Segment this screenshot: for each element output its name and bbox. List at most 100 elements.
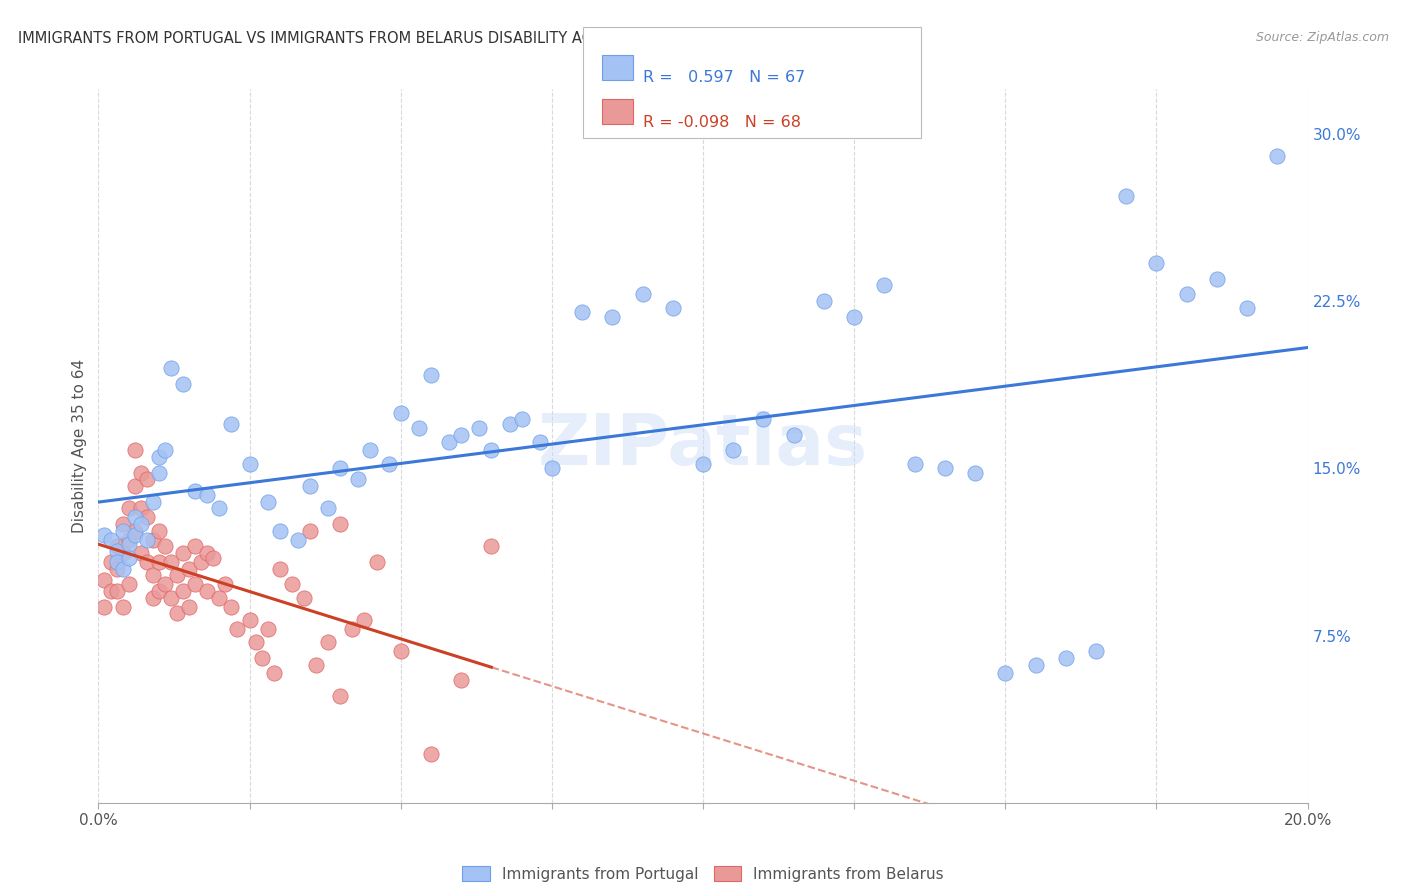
- Point: [179, 599, 201, 614]
- Point: [184, 539, 207, 553]
- Point: [129, 466, 152, 480]
- Text: ZIPatlas: ZIPatlas: [538, 411, 868, 481]
- Point: [571, 305, 593, 319]
- Point: [179, 562, 201, 576]
- Point: [153, 443, 176, 458]
- Point: [166, 568, 188, 582]
- Point: [148, 555, 170, 569]
- Point: [93, 528, 115, 542]
- Point: [934, 461, 956, 475]
- Point: [873, 278, 896, 293]
- Point: [498, 417, 520, 431]
- Point: [105, 583, 128, 598]
- Point: [129, 501, 152, 516]
- Point: [245, 635, 267, 649]
- Point: [124, 510, 146, 524]
- Point: [256, 622, 278, 636]
- Point: [437, 434, 460, 449]
- Point: [540, 461, 562, 475]
- Text: IMMIGRANTS FROM PORTUGAL VS IMMIGRANTS FROM BELARUS DISABILITY AGE 35 TO 64 CORR: IMMIGRANTS FROM PORTUGAL VS IMMIGRANTS F…: [18, 31, 837, 46]
- Point: [208, 591, 231, 605]
- Point: [100, 583, 122, 598]
- Point: [481, 443, 503, 458]
- Point: [1236, 301, 1258, 315]
- Point: [1267, 149, 1289, 163]
- Point: [105, 555, 128, 569]
- Point: [723, 443, 745, 458]
- Point: [142, 533, 165, 547]
- Point: [226, 622, 249, 636]
- Point: [329, 689, 352, 703]
- Point: [148, 524, 170, 538]
- Point: [135, 555, 157, 569]
- Point: [124, 443, 146, 458]
- Point: [93, 599, 115, 614]
- Point: [166, 607, 188, 621]
- Point: [329, 461, 352, 475]
- Point: [142, 494, 165, 508]
- Point: [184, 483, 207, 498]
- Point: [360, 443, 382, 458]
- Point: [1144, 256, 1167, 270]
- Point: [329, 516, 352, 531]
- Point: [468, 421, 491, 435]
- Y-axis label: Disability Age 35 to 64: Disability Age 35 to 64: [72, 359, 87, 533]
- Point: [510, 412, 533, 426]
- Point: [1054, 651, 1077, 665]
- Point: [481, 539, 503, 553]
- Point: [661, 301, 683, 315]
- Point: [111, 524, 134, 538]
- Point: [93, 573, 115, 587]
- Point: [1115, 189, 1137, 203]
- Text: R =   0.597   N = 67: R = 0.597 N = 67: [643, 70, 804, 86]
- Point: [692, 457, 714, 471]
- Point: [111, 562, 134, 576]
- Point: [129, 516, 152, 531]
- Point: [377, 457, 399, 471]
- Point: [195, 583, 218, 598]
- Point: [602, 310, 624, 324]
- Point: [316, 635, 339, 649]
- Point: [100, 533, 122, 547]
- Point: [202, 550, 225, 565]
- Point: [813, 293, 835, 308]
- Point: [1024, 657, 1046, 672]
- Point: [994, 666, 1017, 681]
- Point: [100, 555, 122, 569]
- Point: [111, 516, 134, 531]
- Point: [389, 405, 412, 419]
- Point: [124, 528, 146, 542]
- Point: [172, 376, 194, 391]
- Point: [153, 577, 176, 591]
- Point: [299, 524, 322, 538]
- Point: [287, 533, 309, 547]
- Point: [221, 417, 243, 431]
- Point: [263, 666, 285, 681]
- Point: [353, 613, 375, 627]
- Legend: Immigrants from Portugal, Immigrants from Belarus: Immigrants from Portugal, Immigrants fro…: [456, 860, 950, 888]
- Point: [347, 473, 370, 487]
- Point: [1206, 271, 1229, 285]
- Point: [148, 466, 170, 480]
- Point: [118, 533, 141, 547]
- Text: R = -0.098   N = 68: R = -0.098 N = 68: [643, 115, 800, 130]
- Point: [195, 546, 218, 560]
- Point: [153, 539, 176, 553]
- Point: [190, 555, 212, 569]
- Point: [135, 510, 157, 524]
- Point: [195, 488, 218, 502]
- Point: [904, 457, 927, 471]
- Point: [420, 747, 443, 761]
- Point: [239, 613, 262, 627]
- Point: [111, 546, 134, 560]
- Point: [1085, 644, 1108, 658]
- Point: [256, 494, 278, 508]
- Point: [420, 368, 443, 382]
- Point: [450, 673, 472, 687]
- Point: [239, 457, 262, 471]
- Point: [142, 591, 165, 605]
- Point: [250, 651, 273, 665]
- Point: [292, 591, 315, 605]
- Point: [305, 657, 328, 672]
- Point: [752, 412, 775, 426]
